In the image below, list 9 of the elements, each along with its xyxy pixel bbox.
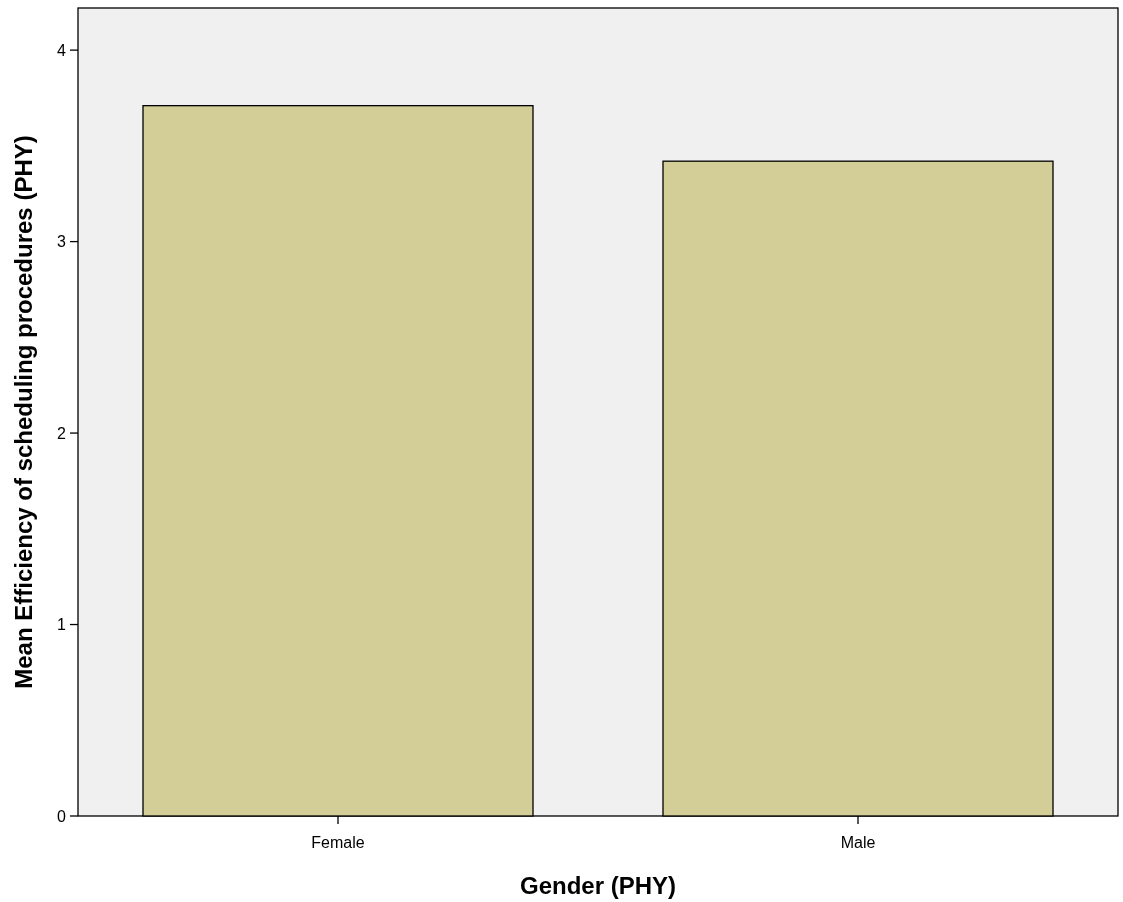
- x-axis-title: Gender (PHY): [519, 872, 677, 899]
- y-tick-label: 3: [57, 233, 67, 251]
- x-tick-label: Male: [840, 834, 876, 851]
- y-axis-title: Mean Efficiency of scheduling procedures (PHY): [10, 135, 37, 689]
- y-tick-label: 4: [57, 41, 67, 59]
- y-tick-label: 1: [57, 616, 67, 634]
- y-tick-label: 2: [57, 424, 67, 442]
- y-tick-label: 0: [57, 807, 67, 825]
- x-tick-label: Female: [311, 834, 365, 851]
